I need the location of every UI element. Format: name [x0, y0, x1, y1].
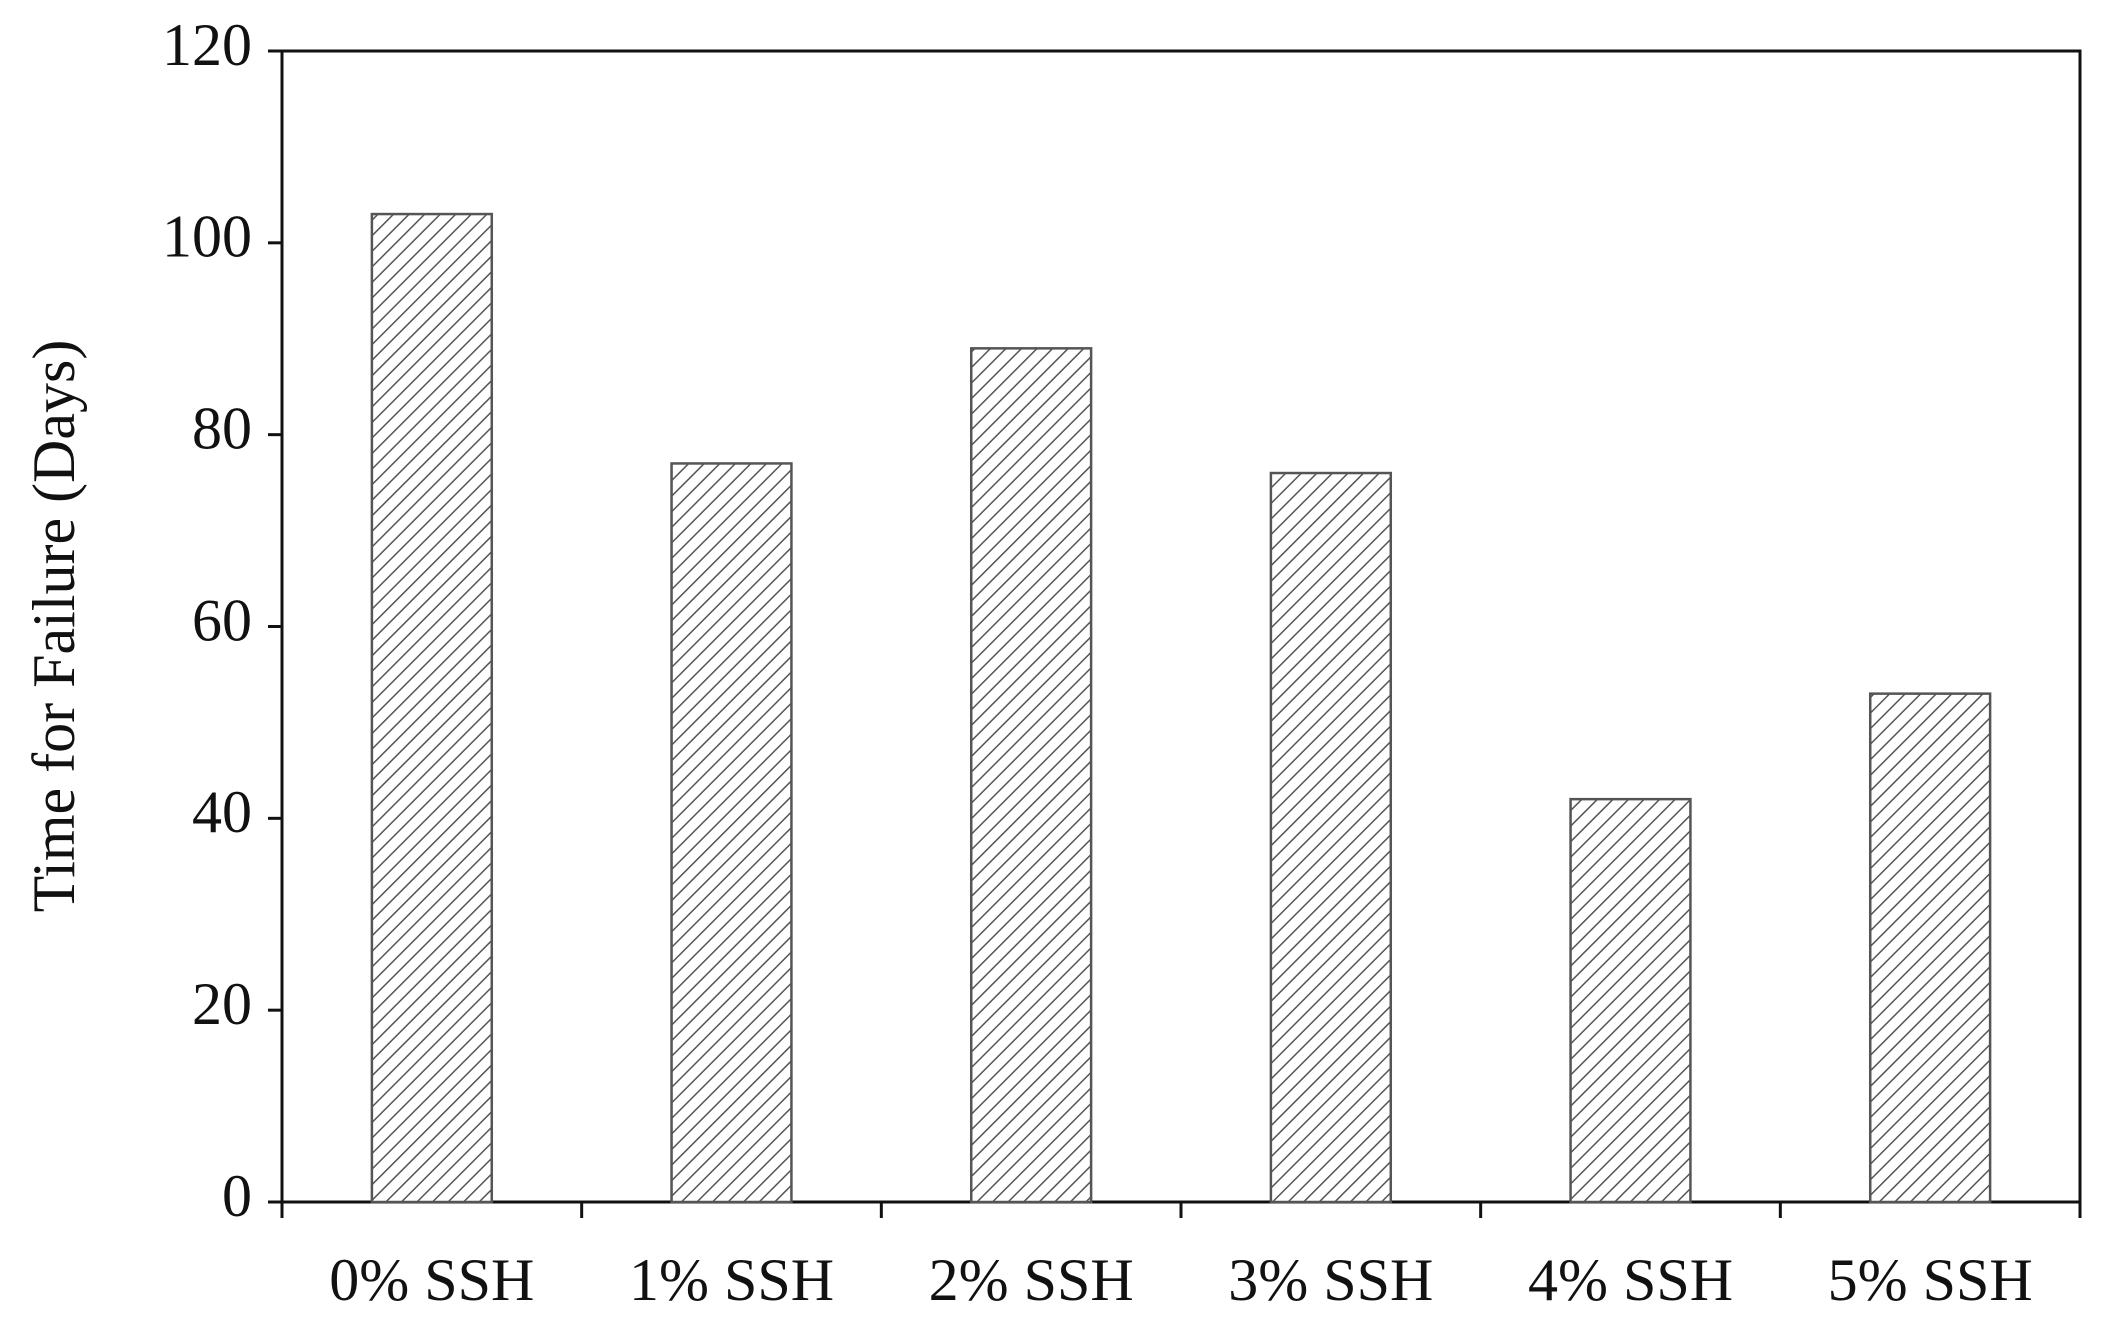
plot-frame	[280, 49, 2082, 1204]
x-tick-label: 2% SSH	[929, 1247, 1134, 1313]
y-tick-label: 100	[162, 204, 252, 270]
bar	[370, 212, 494, 1204]
y-tick-label: 20	[192, 971, 252, 1037]
bar	[1269, 471, 1393, 1204]
bar	[1868, 692, 1992, 1204]
y-tick-label: 0	[222, 1163, 252, 1229]
y-tick-label: 40	[192, 779, 252, 845]
x-tick-label: 3% SSH	[1228, 1247, 1433, 1313]
x-tick-label: 1% SSH	[629, 1247, 834, 1313]
y-tick-label: 120	[162, 12, 252, 78]
y-tick-label: 80	[192, 395, 252, 461]
y-axis-label: Time for Failure (Days)	[21, 340, 87, 913]
bar	[670, 462, 793, 1204]
x-tick-label: 5% SSH	[1828, 1247, 2033, 1313]
bar	[969, 347, 1093, 1204]
x-tick-label: 0% SSH	[329, 1247, 534, 1313]
y-tick-label: 60	[192, 587, 252, 653]
bar	[1569, 797, 1692, 1204]
x-tick-label: 4% SSH	[1528, 1247, 1733, 1313]
